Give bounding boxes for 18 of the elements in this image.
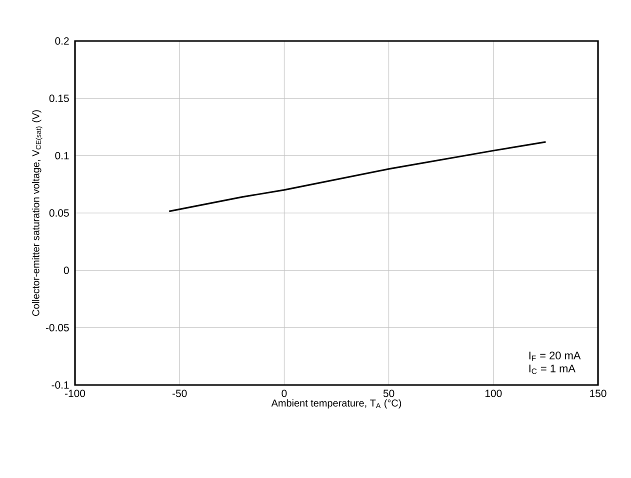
y-tick-label: 0.15 — [49, 94, 69, 102]
line-series — [168, 141, 547, 212]
x-tick-label: 0 — [282, 390, 287, 398]
x-tick-label: 100 — [485, 390, 502, 398]
y-tick-label: 0.05 — [49, 209, 69, 217]
x-tick-label: 50 — [383, 390, 394, 398]
y-axis-title: Collector-emitter saturation voltage, V$_{CE(sat)}$ (V) — [32, 110, 42, 316]
x-axis-title: Ambient temperature, T$_{A}$ (°C) — [271, 399, 402, 409]
x-tick-label: -100 — [65, 390, 86, 398]
x-tick-label: 150 — [590, 390, 606, 398]
y-tick-label: -0.1 — [52, 381, 69, 389]
annotation: I$_{C}$ = 1 mA — [529, 364, 576, 374]
y-tick-label: 0.1 — [55, 152, 69, 160]
y-tick-label: 0 — [64, 266, 69, 274]
annotation: I$_{F}$ = 20 mA — [529, 352, 581, 361]
y-tick-label: -0.05 — [46, 324, 69, 332]
x-tick-label: -50 — [172, 390, 187, 398]
y-tick-label: 0.2 — [55, 37, 69, 45]
